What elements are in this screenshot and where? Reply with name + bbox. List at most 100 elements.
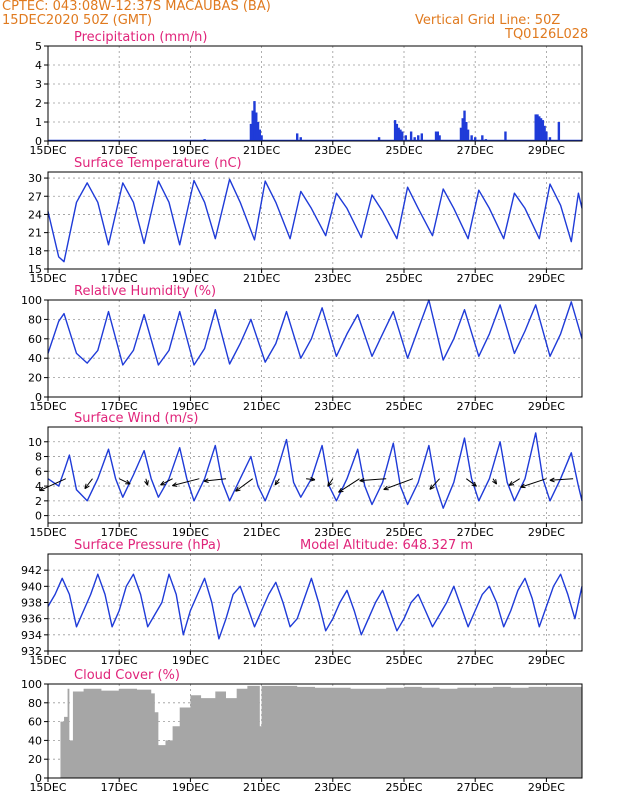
wind-arrow xyxy=(429,478,440,490)
wind-arrow-head xyxy=(84,483,90,490)
y-tick-label: 80 xyxy=(28,313,42,326)
y-tick-label: 2 xyxy=(35,97,42,110)
cloud-area xyxy=(48,685,582,778)
y-tick-label: 0 xyxy=(35,391,42,404)
x-tick-label: 19DEC xyxy=(172,526,209,539)
wind-line xyxy=(47,432,583,509)
wind-arrow xyxy=(383,478,414,490)
x-tick-label: 17DEC xyxy=(101,272,138,285)
wind-panel: 0 2 4 68 10 15DEC 17DEC 19DEC 21DEC 23DEC 25DEC 27D… xyxy=(28,411,583,539)
wind-arrow-head xyxy=(471,481,477,487)
wind-arrow-head xyxy=(549,477,555,483)
x-tick-label: 15DEC xyxy=(29,272,66,285)
wind-arrow xyxy=(118,478,131,485)
x-tick-label: 17DEC xyxy=(101,400,138,413)
x-tick-label: 19DEC xyxy=(172,654,209,667)
precip-bar xyxy=(466,129,470,141)
wind-arrow-head xyxy=(39,486,45,492)
precip-bar xyxy=(253,101,256,141)
wind-arrow-head xyxy=(429,484,435,490)
wind-arrow xyxy=(549,478,574,481)
precip-bar xyxy=(258,129,262,141)
y-tick-label: 942 xyxy=(21,564,42,577)
precip-bar xyxy=(463,110,466,141)
x-tick-label: 25DEC xyxy=(385,400,422,413)
y-tick-label: 2 xyxy=(35,495,42,508)
precip-bar xyxy=(557,122,561,141)
precip-bar xyxy=(404,135,407,141)
precipitation-title: Precipitation (mm/h) xyxy=(74,30,207,45)
precip-bar xyxy=(539,118,543,141)
precip-bar xyxy=(299,137,302,141)
wind-arrow xyxy=(235,478,253,492)
station-label: CPTEC: 043:08W-12:37S MACAUBAS (BA) xyxy=(2,0,271,14)
x-tick-label: 27DEC xyxy=(457,654,494,667)
plot-frame xyxy=(47,683,583,779)
wind-arrow xyxy=(172,478,200,487)
humidity-title: Relative Humidity (%) xyxy=(74,284,216,299)
precip-bar xyxy=(251,110,254,141)
y-tick-label: 18 xyxy=(28,245,42,258)
humidity-panel: 0 20 40 60 80 100 15DEC 17DEC 19DEC 21DEC 23DEC 25D… xyxy=(21,284,583,413)
x-tick-label: 21DEC xyxy=(243,144,280,157)
plot-frame xyxy=(47,299,583,398)
wind-arrow xyxy=(508,478,520,486)
x-tick-label: 25DEC xyxy=(385,654,422,667)
y-tick-label: 934 xyxy=(21,629,42,642)
wind-arrow-head xyxy=(203,478,209,484)
y-tick-label: 60 xyxy=(28,333,42,346)
y-tick-label: 0 xyxy=(35,135,42,148)
precip-bar xyxy=(260,135,263,141)
x-tick-label: 25DEC xyxy=(385,272,422,285)
wind-title: Surface Wind (m/s) xyxy=(74,411,198,426)
y-tick-label: 10 xyxy=(28,436,42,449)
wind-arrow-head xyxy=(172,482,178,487)
y-tick-label: 938 xyxy=(21,597,42,610)
x-tick-label: 21DEC xyxy=(243,781,280,794)
pressure-panel: 932 934 936 938 940 942 15DEC 17DEC 19DEC 21DEC 23… xyxy=(21,538,583,667)
precip-bar xyxy=(459,127,463,141)
wind-arrow xyxy=(466,478,477,487)
y-tick-label: 936 xyxy=(21,613,42,626)
y-tick-label: 40 xyxy=(28,734,42,747)
x-tick-label: 23DEC xyxy=(314,144,351,157)
y-tick-label: 4 xyxy=(35,480,42,493)
wind-arrow-head xyxy=(508,480,515,486)
x-tick-label: 19DEC xyxy=(172,781,209,794)
x-tick-label: 23DEC xyxy=(314,526,351,539)
y-tick-label: 27 xyxy=(28,190,42,203)
precip-bar xyxy=(465,122,468,141)
y-tick-label: 80 xyxy=(28,697,42,710)
cloud-cover-title: Cloud Cover (%) xyxy=(74,668,180,683)
x-tick-label: 21DEC xyxy=(243,526,280,539)
model-altitude-label: Model Altitude: 648.327 m xyxy=(300,538,473,553)
x-tick-label: 29DEC xyxy=(528,526,565,539)
x-tick-label: 27DEC xyxy=(457,400,494,413)
wind-arrow-head xyxy=(125,479,131,485)
y-tick-label: 3 xyxy=(35,78,42,91)
precip-bar xyxy=(417,135,420,141)
x-tick-label: 27DEC xyxy=(457,526,494,539)
temperature-title: Surface Temperature (nC) xyxy=(74,156,242,171)
x-tick-label: 15DEC xyxy=(29,781,66,794)
wind-arrow xyxy=(203,478,227,482)
wind-arrow-head xyxy=(310,476,316,482)
y-tick-label: 30 xyxy=(28,172,42,185)
precip-bar xyxy=(399,129,402,141)
x-tick-label: 25DEC xyxy=(385,781,422,794)
y-tick-label: 21 xyxy=(28,227,42,240)
plot-frame xyxy=(47,426,583,524)
precip-bar xyxy=(413,137,416,141)
precip-bar xyxy=(409,131,413,141)
wind-arrow xyxy=(84,478,93,489)
y-tick-label: 5 xyxy=(35,40,42,53)
x-tick-label: 15DEC xyxy=(29,144,66,157)
precip-bar xyxy=(538,116,541,141)
wind-arrow-head xyxy=(520,483,526,489)
cloud-cover-panel: 0 20 40 60 80 100 15DEC 17DEC 19DEC 21DEC 23DEC 25D… xyxy=(21,668,583,794)
precip-bar xyxy=(434,131,438,141)
x-tick-label: 29DEC xyxy=(528,781,565,794)
x-tick-label: 17DEC xyxy=(101,654,138,667)
humidity-line xyxy=(47,299,583,366)
wind-arrow-head xyxy=(274,479,280,486)
